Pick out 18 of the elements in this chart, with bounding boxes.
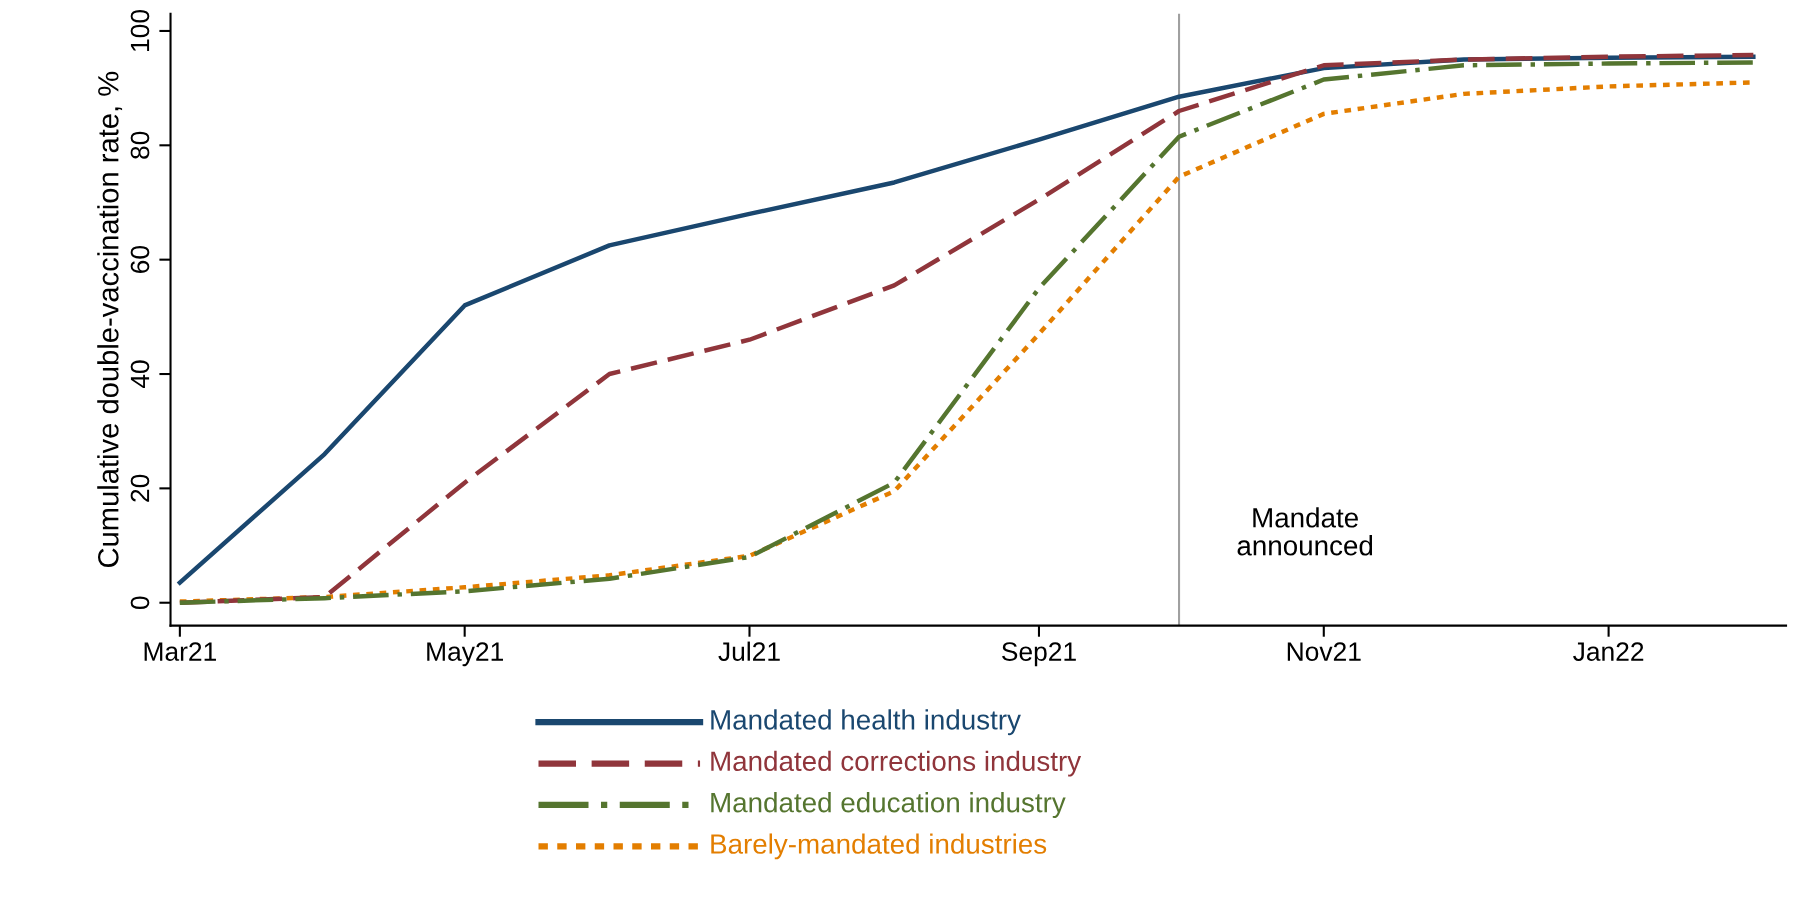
y-tick-label: 0: [130, 596, 150, 610]
y-tick-label: 20: [130, 474, 150, 502]
ref-line-label: Mandate announced: [1237, 507, 1373, 556]
text: Barely-mandated industries: [711, 833, 1047, 860]
x-tick-label: Mar21: [144, 642, 216, 661]
y-tick-label: 80: [130, 131, 150, 159]
y-tick-label: 100: [130, 9, 150, 51]
text: Mandated corrections industry: [711, 750, 1082, 777]
x-tick-label: Jan22: [1573, 642, 1644, 661]
x-tick-label: Nov21: [1287, 642, 1361, 661]
y-tick-label: 60: [130, 246, 150, 273]
y-axis-title: Cumulative double-vaccination rate, %: [97, 71, 123, 568]
x-tick-label: Sep21: [1002, 642, 1076, 667]
x-tick-label: Jul21: [718, 641, 780, 661]
text: Mandated education industry: [711, 792, 1066, 818]
text: Mandated health industry: [711, 709, 1021, 736]
y-tick-label: 40: [130, 360, 150, 389]
x-tick-label: May21: [427, 642, 503, 667]
